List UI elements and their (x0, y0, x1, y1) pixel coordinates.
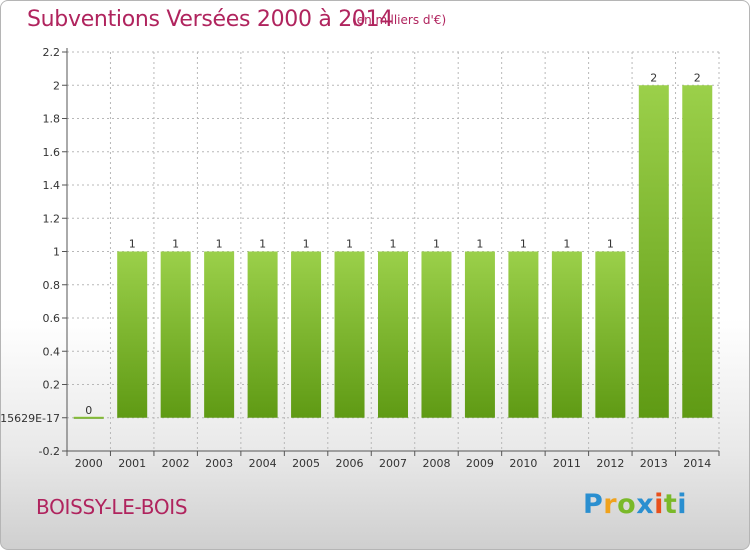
y-tick-label: 0.2 (43, 379, 61, 392)
value-label: 1 (433, 238, 440, 251)
logo-letter: P (583, 489, 604, 520)
value-label: 1 (216, 238, 223, 251)
y-tick-label: 1 (53, 246, 60, 259)
logo-letter: o (617, 489, 637, 520)
value-label: 1 (303, 238, 310, 251)
y-tick-label: 1.4 (43, 179, 61, 192)
value-label: 1 (129, 238, 136, 251)
bar-2010 (508, 251, 539, 418)
x-tick-label: 2001 (118, 457, 146, 470)
value-label: 1 (259, 238, 266, 251)
x-tick-label: 2005 (292, 457, 320, 470)
y-tick-label: 0.6 (43, 312, 61, 325)
value-label: 1 (563, 238, 570, 251)
bar-2001 (117, 251, 148, 418)
bar-2005 (291, 251, 322, 418)
y-tick-label: 2 (53, 79, 60, 92)
x-tick-label: 2014 (683, 457, 711, 470)
y-tick-label: 2.2 (43, 46, 61, 59)
x-tick-label: 2004 (249, 457, 277, 470)
x-tick-label: 2012 (596, 457, 624, 470)
bar-2011 (551, 251, 582, 418)
x-tick-label: 2011 (553, 457, 581, 470)
x-tick-label: 2010 (509, 457, 537, 470)
value-label: 1 (476, 238, 483, 251)
x-tick-label: 2006 (336, 457, 364, 470)
bar-2004 (247, 251, 278, 418)
y-tick-label: 1.6 (43, 146, 61, 159)
x-tick-label: 2003 (205, 457, 233, 470)
logo-letter: r (603, 489, 618, 520)
x-tick-label: 2007 (379, 457, 407, 470)
y-tick-label: 0.4 (43, 345, 61, 358)
x-tick-label: 2013 (640, 457, 668, 470)
y-tick-label: 0.8 (43, 279, 61, 292)
value-label: 0 (85, 404, 92, 417)
y-tick-label: -15629E-17 (1, 412, 60, 425)
x-tick-label: 2008 (422, 457, 450, 470)
bar-2002 (160, 251, 191, 418)
x-tick-label: 2002 (162, 457, 190, 470)
bar-2000 (73, 416, 104, 419)
value-label: 1 (607, 238, 614, 251)
bar-2003 (204, 251, 235, 418)
chart-unit: (en milliers d'€) (352, 13, 447, 27)
bar-2006 (334, 251, 365, 418)
value-label: 1 (520, 238, 527, 251)
value-label: 1 (346, 238, 353, 251)
y-tick-label: 1.2 (43, 212, 61, 225)
proxiti-logo[interactable]: Proxiti (583, 489, 687, 520)
x-tick-label: 2000 (75, 457, 103, 470)
bar-2012 (595, 251, 626, 418)
value-label: 2 (650, 71, 657, 84)
value-label: 1 (172, 238, 179, 251)
bar-2014 (682, 85, 713, 418)
bar-2008 (421, 251, 452, 418)
chart-title: Subventions Versées 2000 à 2014 (27, 7, 394, 32)
city-name: BOISSY-LE-BOIS (36, 495, 188, 519)
y-tick-label: -0.2 (39, 445, 60, 458)
bar-2009 (464, 251, 495, 418)
logo-letter: i (654, 489, 664, 520)
bar-2013 (638, 85, 669, 418)
value-label: 1 (390, 238, 397, 251)
logo-letter: i (677, 489, 688, 520)
y-tick-label: 1.8 (43, 113, 61, 126)
bar-2007 (378, 251, 408, 418)
x-tick-label: 2009 (466, 457, 494, 470)
logo-letter: x (636, 489, 655, 520)
value-label: 2 (694, 71, 701, 84)
logo-letter: t (663, 489, 678, 520)
